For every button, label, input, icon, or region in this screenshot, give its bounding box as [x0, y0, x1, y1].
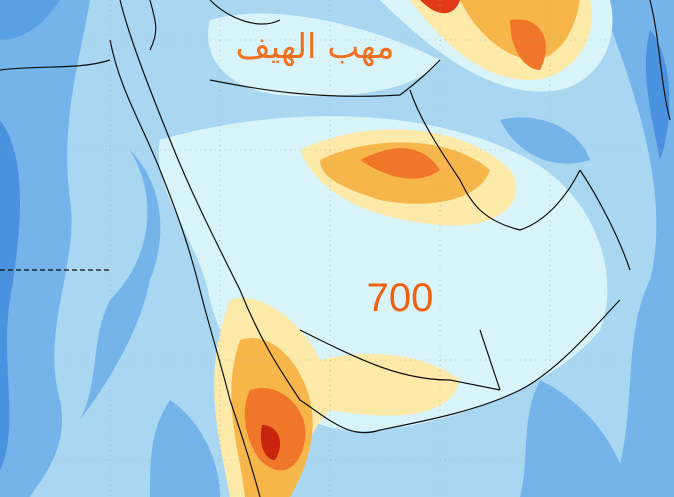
region-label: مهب الهيف — [235, 27, 394, 67]
level-label: 700 — [367, 276, 434, 320]
